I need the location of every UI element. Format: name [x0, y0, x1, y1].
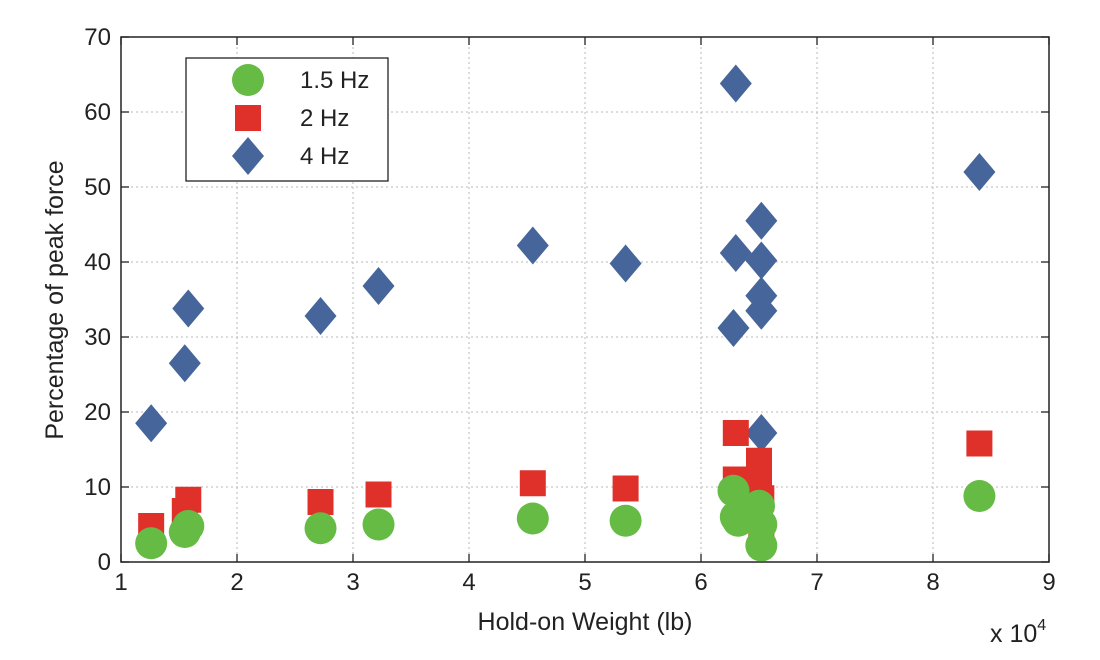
legend-entries: 1.5 Hz 2 Hz 4 Hz	[232, 64, 369, 175]
y-tick-label: 70	[84, 24, 111, 51]
y-tick-label: 10	[84, 474, 111, 501]
data-point-square	[307, 489, 334, 515]
data-point-circle	[717, 474, 750, 507]
x-tick-label: 7	[810, 569, 823, 596]
data-point-square	[722, 420, 749, 446]
x-tick-label: 6	[694, 569, 707, 596]
x-axis-multiplier-base: x 10	[990, 620, 1037, 648]
legend-label: 4 Hz	[300, 143, 349, 170]
data-point-diamond	[168, 344, 201, 383]
data-point-diamond	[963, 153, 996, 191]
axis-ticks	[120, 36, 1050, 563]
data-point-diamond	[719, 64, 752, 103]
x-tick-label: 5	[578, 569, 591, 596]
series-diamond-points	[135, 64, 996, 452]
data-point-diamond	[516, 226, 549, 265]
data-point-circle	[304, 512, 337, 545]
y-tick-label: 50	[84, 174, 111, 201]
x-axis-multiplier-exponent: 4	[1037, 617, 1046, 634]
legend-swatch-square	[235, 105, 261, 131]
x-axis-title: Hold-on Weight (lb)	[478, 608, 693, 636]
legend-label: 1.5 Hz	[300, 67, 369, 94]
y-tick-label: 20	[84, 399, 111, 426]
data-point-diamond	[304, 297, 337, 335]
data-point-square	[175, 486, 202, 513]
legend-box	[185, 57, 389, 182]
x-axis-tick-labels: 1 2 3 4 5 6 7 8 9	[114, 569, 1055, 596]
x-tick-label: 4	[462, 569, 475, 596]
legend-swatch-diamond	[232, 137, 264, 175]
data-point-circle	[172, 510, 205, 542]
x-tick-label: 2	[230, 569, 243, 596]
data-point-diamond	[745, 291, 778, 330]
data-point-circle	[516, 502, 549, 535]
y-tick-label: 30	[84, 324, 111, 351]
data-point-diamond	[745, 201, 778, 240]
data-point-square	[966, 430, 993, 457]
data-point-circle	[362, 508, 395, 541]
data-point-square	[612, 475, 639, 502]
y-tick-label: 60	[84, 99, 111, 126]
data-point-diamond	[717, 309, 750, 347]
data-point-diamond	[172, 289, 205, 328]
data-point-diamond	[609, 244, 642, 283]
x-tick-label: 3	[346, 569, 359, 596]
y-tick-label: 40	[84, 249, 111, 276]
data-point-diamond	[745, 414, 778, 452]
data-point-circle	[963, 480, 996, 512]
y-tick-label: 0	[98, 549, 111, 576]
data-point-circle	[745, 529, 778, 562]
data-point-circle	[609, 504, 642, 537]
x-tick-label: 1	[114, 569, 127, 596]
data-point-diamond	[135, 404, 168, 443]
data-points	[135, 64, 996, 562]
series-circle-points	[135, 474, 996, 562]
data-point-diamond	[362, 267, 395, 305]
data-point-square	[519, 470, 546, 497]
data-point-diamond	[719, 234, 752, 272]
x-tick-label: 8	[926, 569, 939, 596]
data-point-square	[365, 481, 392, 508]
y-axis-tick-labels: 0 10 20 30 40 50 60 70	[84, 24, 111, 576]
data-point-circle	[135, 527, 168, 560]
y-axis-title: Percentage of peak force	[41, 160, 69, 439]
data-point-diamond	[745, 241, 778, 280]
x-tick-label: 9	[1042, 569, 1055, 596]
legend-label: 2 Hz	[300, 105, 349, 132]
series-square-points	[138, 420, 993, 544]
x-axis-multiplier: x 104	[990, 617, 1046, 648]
legend: 1.5 Hz 2 Hz 4 Hz	[185, 57, 389, 182]
legend-swatch-circle	[232, 64, 264, 96]
